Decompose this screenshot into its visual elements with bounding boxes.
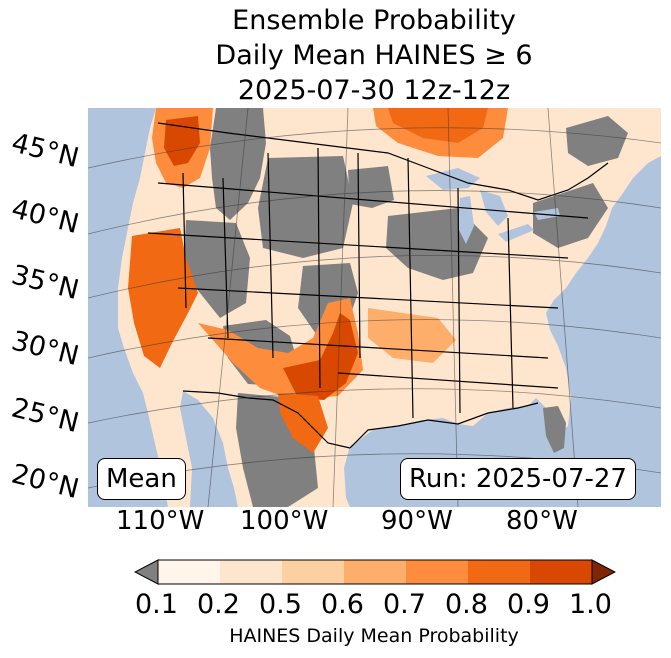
- colorbar-tick-0.6: 0.6: [321, 589, 364, 620]
- prob-area-northwest-core: [164, 116, 200, 166]
- map-panel: [88, 108, 661, 507]
- colorbar-over-arrow: [591, 559, 616, 585]
- graticule-lat-30: [88, 319, 661, 359]
- colorbar-under-arrow: [134, 559, 159, 585]
- colorbar: [134, 559, 616, 585]
- title-line-1: Ensemble Probability: [232, 5, 516, 36]
- lat-label-25n: 25°N: [8, 392, 82, 440]
- lake-huron: [480, 190, 508, 226]
- colorbar-tick-0.5: 0.5: [259, 589, 302, 620]
- colorbar-tick-0.8: 0.8: [445, 589, 488, 620]
- coastline-gulf: [349, 402, 539, 449]
- graticule-lon-80: [547, 108, 579, 507]
- canada-us-border: [157, 122, 609, 201]
- graticule-lat-35: [88, 255, 661, 299]
- graticule-lon-110: [207, 108, 249, 507]
- lake-superior: [426, 168, 480, 190]
- gray-area-wyoming: [258, 156, 353, 258]
- lat-label-20n: 20°N: [8, 458, 82, 506]
- colorbar-bin-0.5-0.6: [282, 560, 344, 584]
- gray-area-florida: [543, 406, 566, 453]
- us-mexico-border: [182, 390, 351, 449]
- lake-erie: [498, 224, 534, 242]
- lat-label-40n: 40°N: [8, 193, 82, 241]
- gray-area-north-dakota: [348, 166, 394, 208]
- lat-label-30n: 30°N: [8, 325, 82, 373]
- colorbar-bin-0.8-0.9: [468, 560, 530, 584]
- gray-area-northeast: [533, 183, 608, 248]
- statistic-box: Mean: [97, 458, 186, 500]
- colorbar-bin-0.2-0.5: [220, 560, 282, 584]
- lon-label-110w: 110°W: [116, 506, 205, 536]
- lat-label-35n: 35°N: [8, 259, 82, 307]
- graticule-lon-100: [332, 108, 349, 507]
- lake-ontario: [534, 208, 560, 220]
- graticule-lat-25: [88, 388, 661, 424]
- title-line-3: 2025-07-30 12z-12z: [237, 75, 511, 106]
- lon-label-90w: 90°W: [381, 506, 453, 536]
- colorbar-tick-0.2: 0.2: [197, 589, 240, 620]
- state-line-horizontal: [147, 182, 589, 389]
- graticule: [88, 108, 661, 507]
- lon-label-100w: 100°W: [240, 506, 329, 536]
- colorbar-tick-0.1: 0.1: [135, 589, 178, 620]
- prob-area-west-texas: [278, 393, 328, 453]
- colorbar-tick-1.0: 1.0: [569, 589, 612, 620]
- lat-label-45n: 45°N: [8, 127, 82, 175]
- prob-area-canada-core: [388, 108, 488, 143]
- prob-area-california-nevada: [128, 228, 198, 368]
- colorbar-bin-0.1-0.2: [158, 560, 220, 584]
- graticule-lon-90: [447, 108, 459, 507]
- state-line-west: [182, 147, 514, 419]
- gray-area-nevada-utah: [184, 220, 250, 318]
- colorbar-bin-0.9-1.0: [530, 560, 592, 584]
- probability-map: [88, 108, 661, 507]
- colorbar-bin-0.7-0.8: [406, 560, 468, 584]
- lon-label-80w: 80°W: [506, 506, 578, 536]
- colorbar-outline: [157, 559, 593, 585]
- colorbar-label: HAINES Daily Mean Probability: [229, 625, 519, 647]
- gray-area-quebec: [566, 116, 628, 166]
- graticule-lat-40: [88, 190, 661, 235]
- political-borders: [147, 122, 609, 449]
- title-line-2: Daily Mean HAINES ≥ 6: [215, 40, 533, 71]
- colorbar-bin-0.6-0.7: [344, 560, 406, 584]
- colorbar-tick-0.9: 0.9: [507, 589, 550, 620]
- run-date-box: Run: 2025-07-27: [400, 458, 636, 500]
- graticule-lat-45: [88, 127, 661, 169]
- colorbar-tick-0.7: 0.7: [383, 589, 426, 620]
